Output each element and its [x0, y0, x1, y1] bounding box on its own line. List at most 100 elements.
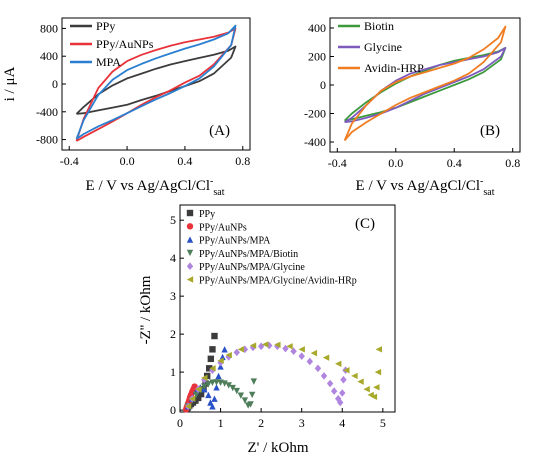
data-point	[237, 346, 245, 353]
y-axis-label: -Z'' / kOhm	[138, 275, 154, 344]
data-point	[233, 387, 240, 395]
x-tick-label: 0.0	[120, 154, 135, 168]
data-point	[219, 353, 226, 361]
x-tick-label: 0	[177, 416, 183, 430]
series-line	[344, 47, 507, 123]
data-point	[374, 368, 382, 376]
legend-label: PPy/AuNPs/MPA	[199, 236, 271, 247]
legend-label: Glycine	[364, 40, 402, 54]
data-point	[201, 374, 208, 382]
x-axis-label: Z' / kOhm	[247, 440, 308, 456]
data-point	[213, 384, 220, 391]
y-tick-label: 400	[40, 49, 58, 63]
series-line	[343, 47, 507, 122]
legend-label: MPA	[96, 55, 121, 69]
legend-label: PPy/AuNPs/MPA/Biotin	[199, 249, 298, 260]
data-point	[298, 352, 305, 360]
data-point	[247, 401, 254, 408]
y-tick-label: 3	[170, 289, 176, 303]
y-tick-label: 200	[308, 49, 326, 63]
y-tick-label: -400	[304, 135, 326, 149]
x-tick-label: 0.8	[505, 156, 520, 170]
data-point	[217, 358, 224, 367]
x-tick-label: 5	[380, 416, 386, 430]
x-tick-label: 0.8	[235, 154, 250, 168]
legend-label: PPy/AuNPs	[199, 222, 247, 233]
legend-marker	[186, 249, 194, 257]
data-point	[326, 379, 334, 388]
data-point	[205, 381, 212, 388]
data-point	[225, 351, 232, 359]
y-tick-label: 5	[170, 213, 176, 227]
legend-label: PPy/AuNPs/MPA/Glycine/Avidin-HRp	[199, 276, 357, 287]
data-point	[249, 391, 256, 399]
legend: PPy PPy/AuNPs MPA	[70, 19, 154, 69]
legend-label: Biotin	[364, 19, 394, 33]
data-point	[343, 367, 350, 374]
data-point	[351, 372, 358, 380]
data-point	[221, 346, 228, 353]
y-tick-label: -400	[36, 105, 58, 119]
x-tick-label: 0.4	[177, 154, 192, 168]
y-tick-label: -200	[304, 107, 326, 121]
panel-label: (B)	[480, 123, 500, 139]
data-point	[209, 379, 216, 386]
data-point	[225, 382, 232, 389]
data-point	[330, 387, 338, 395]
data-point	[290, 347, 297, 356]
data-point	[201, 383, 208, 390]
data-point	[373, 384, 380, 391]
data-point	[211, 395, 218, 402]
data-point	[206, 365, 213, 372]
x-tick-label: 0.0	[388, 156, 403, 170]
x-tick-label: 0.4	[447, 156, 462, 170]
y-tick-label: 0	[52, 77, 58, 91]
data-point	[205, 391, 212, 399]
legend-marker	[186, 276, 194, 283]
legend: Biotin Glycine Avidin-HRP	[338, 19, 424, 75]
data-point	[322, 354, 330, 361]
data-point	[215, 372, 222, 380]
y-tick-label: 2	[170, 327, 176, 341]
data-point	[337, 398, 344, 407]
data-point	[375, 346, 382, 353]
data-point	[193, 391, 200, 399]
y-tick-label: 1	[170, 365, 176, 379]
y-tick-label: 0	[170, 403, 176, 417]
data-point	[363, 386, 370, 393]
data-point	[298, 346, 305, 353]
x-tick-label: 2	[258, 416, 264, 430]
data-point	[209, 403, 216, 410]
data-point	[221, 380, 228, 387]
legend-label: PPy/AuNPs	[96, 37, 154, 51]
x-tick-label: 1	[218, 416, 224, 430]
data-point	[249, 342, 257, 349]
x-axis-label: E / V vs Ag/AgCl/Cl-sat	[86, 176, 225, 198]
data-point	[241, 397, 249, 404]
series-line	[75, 45, 237, 115]
panel-label: (A)	[209, 123, 230, 139]
data-point	[357, 378, 364, 385]
legend-marker	[186, 236, 194, 243]
data-point	[339, 389, 346, 397]
y-tick-label: 400	[308, 21, 326, 35]
y-axis-label: i / μA	[2, 66, 18, 101]
data-point	[209, 365, 216, 372]
series-line	[343, 25, 507, 142]
legend-label: PPy	[199, 209, 215, 220]
y-tick-label: -800	[36, 133, 58, 147]
data-point	[370, 393, 378, 401]
data-point	[335, 360, 342, 367]
panel-label: (C)	[355, 216, 375, 232]
data-point	[211, 332, 218, 340]
legend-marker	[186, 262, 194, 270]
legend-marker	[186, 209, 194, 217]
data-point	[314, 364, 322, 373]
data-point	[197, 390, 205, 398]
x-axis-label: E / V vs Ag/AgCl/Cl-sat	[356, 176, 495, 198]
y-tick-label: 0	[320, 78, 326, 92]
data-point	[340, 375, 347, 384]
chart-panel-a: -0.4 0.0 0.4 0.8 -800 -400 0 400 800 PPy PPy/AuNPs…	[2, 17, 251, 198]
